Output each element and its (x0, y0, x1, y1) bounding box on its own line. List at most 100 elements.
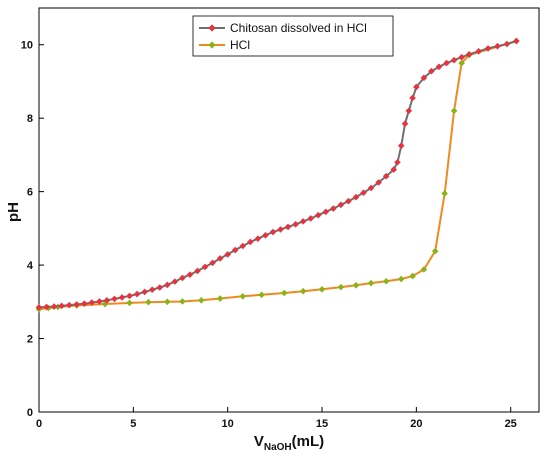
data-point (397, 142, 405, 150)
data-point (450, 56, 458, 64)
data-point (428, 67, 435, 75)
data-point (314, 211, 322, 219)
data-point (458, 53, 465, 61)
y-tick-label-5: 10 (21, 40, 33, 52)
data-point (390, 166, 398, 173)
data-point (420, 266, 428, 273)
data-point (405, 107, 413, 115)
data-point (145, 298, 152, 306)
data-point (197, 297, 205, 304)
data-point (450, 107, 458, 115)
data-point (126, 292, 133, 300)
y-tick-label-3: 6 (27, 187, 33, 199)
data-point (322, 208, 330, 216)
x-tick-label-0: 0 (36, 418, 42, 430)
data-point (503, 40, 511, 48)
series-layer (35, 37, 520, 313)
x-axis-title-rest: (mL) (292, 433, 325, 450)
y-axis-title: pH (5, 202, 22, 222)
data-point (318, 286, 326, 293)
data-point (394, 158, 401, 166)
data-point (209, 259, 216, 267)
series-line-0 (38, 40, 517, 309)
data-point (73, 301, 81, 308)
data-point (239, 242, 247, 250)
data-point (179, 274, 186, 282)
axis-ticks: 0 5 10 15 20 25 0 2 4 6 8 10 (21, 40, 517, 430)
data-point (367, 279, 375, 287)
series-1 (35, 37, 520, 313)
data-point (409, 94, 416, 102)
data-point (299, 287, 307, 295)
data-point (164, 298, 171, 306)
x-axis-title: VNaOH(mL) (254, 433, 324, 453)
data-point (382, 172, 390, 180)
data-point (443, 59, 450, 67)
data-point (337, 201, 345, 209)
data-point (239, 293, 247, 300)
legend-box (192, 15, 394, 57)
data-point (141, 288, 148, 296)
data-point (458, 59, 465, 67)
data-point (126, 299, 133, 307)
data-point (88, 299, 96, 306)
data-point (58, 302, 65, 310)
data-point (43, 303, 50, 311)
y-tick-label-2: 4 (27, 260, 34, 272)
x-axis-title-main: V (254, 433, 264, 450)
data-point (345, 197, 352, 205)
y-tick-label-4: 8 (27, 113, 33, 125)
series-0 (35, 37, 520, 311)
data-point (103, 297, 111, 304)
legend-marker-chitosan (208, 24, 216, 32)
data-point (307, 215, 314, 222)
data-point (216, 295, 224, 302)
data-point (80, 300, 88, 307)
legend-marker-hcl (208, 41, 216, 49)
x-axis-title-sub: NaOH (264, 442, 292, 453)
data-point (254, 235, 262, 242)
data-point (397, 275, 405, 283)
data-point (231, 246, 239, 254)
data-point (420, 74, 428, 82)
data-point (194, 267, 201, 275)
data-point (513, 37, 520, 45)
y-tick-label-1: 2 (27, 334, 33, 346)
x-tick-label-2: 10 (222, 418, 234, 430)
data-point (280, 289, 288, 297)
x-tick-label-3: 15 (316, 418, 328, 430)
data-point (375, 179, 382, 186)
data-point (171, 278, 179, 285)
data-point (367, 184, 375, 192)
data-point (148, 286, 156, 293)
data-point (382, 277, 390, 285)
data-point (111, 295, 118, 303)
data-point (156, 284, 164, 291)
data-point (35, 304, 43, 311)
data-point (216, 255, 224, 262)
data-point (401, 120, 409, 127)
data-point (96, 298, 103, 305)
data-point (352, 193, 360, 201)
data-point (269, 228, 277, 236)
data-point (262, 232, 269, 239)
data-point (277, 226, 284, 233)
legend-label-chitosan: Chitosan dissolved in HCl (230, 21, 367, 35)
legend-label-hcl: HCl (230, 38, 250, 52)
data-point (224, 251, 231, 258)
data-point (292, 221, 299, 228)
data-point (494, 42, 501, 50)
data-point (65, 301, 73, 309)
y-tick-label-0: 0 (27, 407, 33, 419)
data-point (284, 223, 292, 231)
data-point (201, 263, 209, 271)
data-point (484, 45, 492, 52)
data-point (164, 281, 171, 289)
data-point (352, 281, 360, 289)
data-point (133, 290, 141, 298)
x-tick-label-4: 20 (410, 418, 422, 430)
data-point (431, 247, 439, 255)
data-point (118, 294, 126, 301)
plot-frame (38, 7, 540, 413)
data-point (465, 50, 473, 58)
